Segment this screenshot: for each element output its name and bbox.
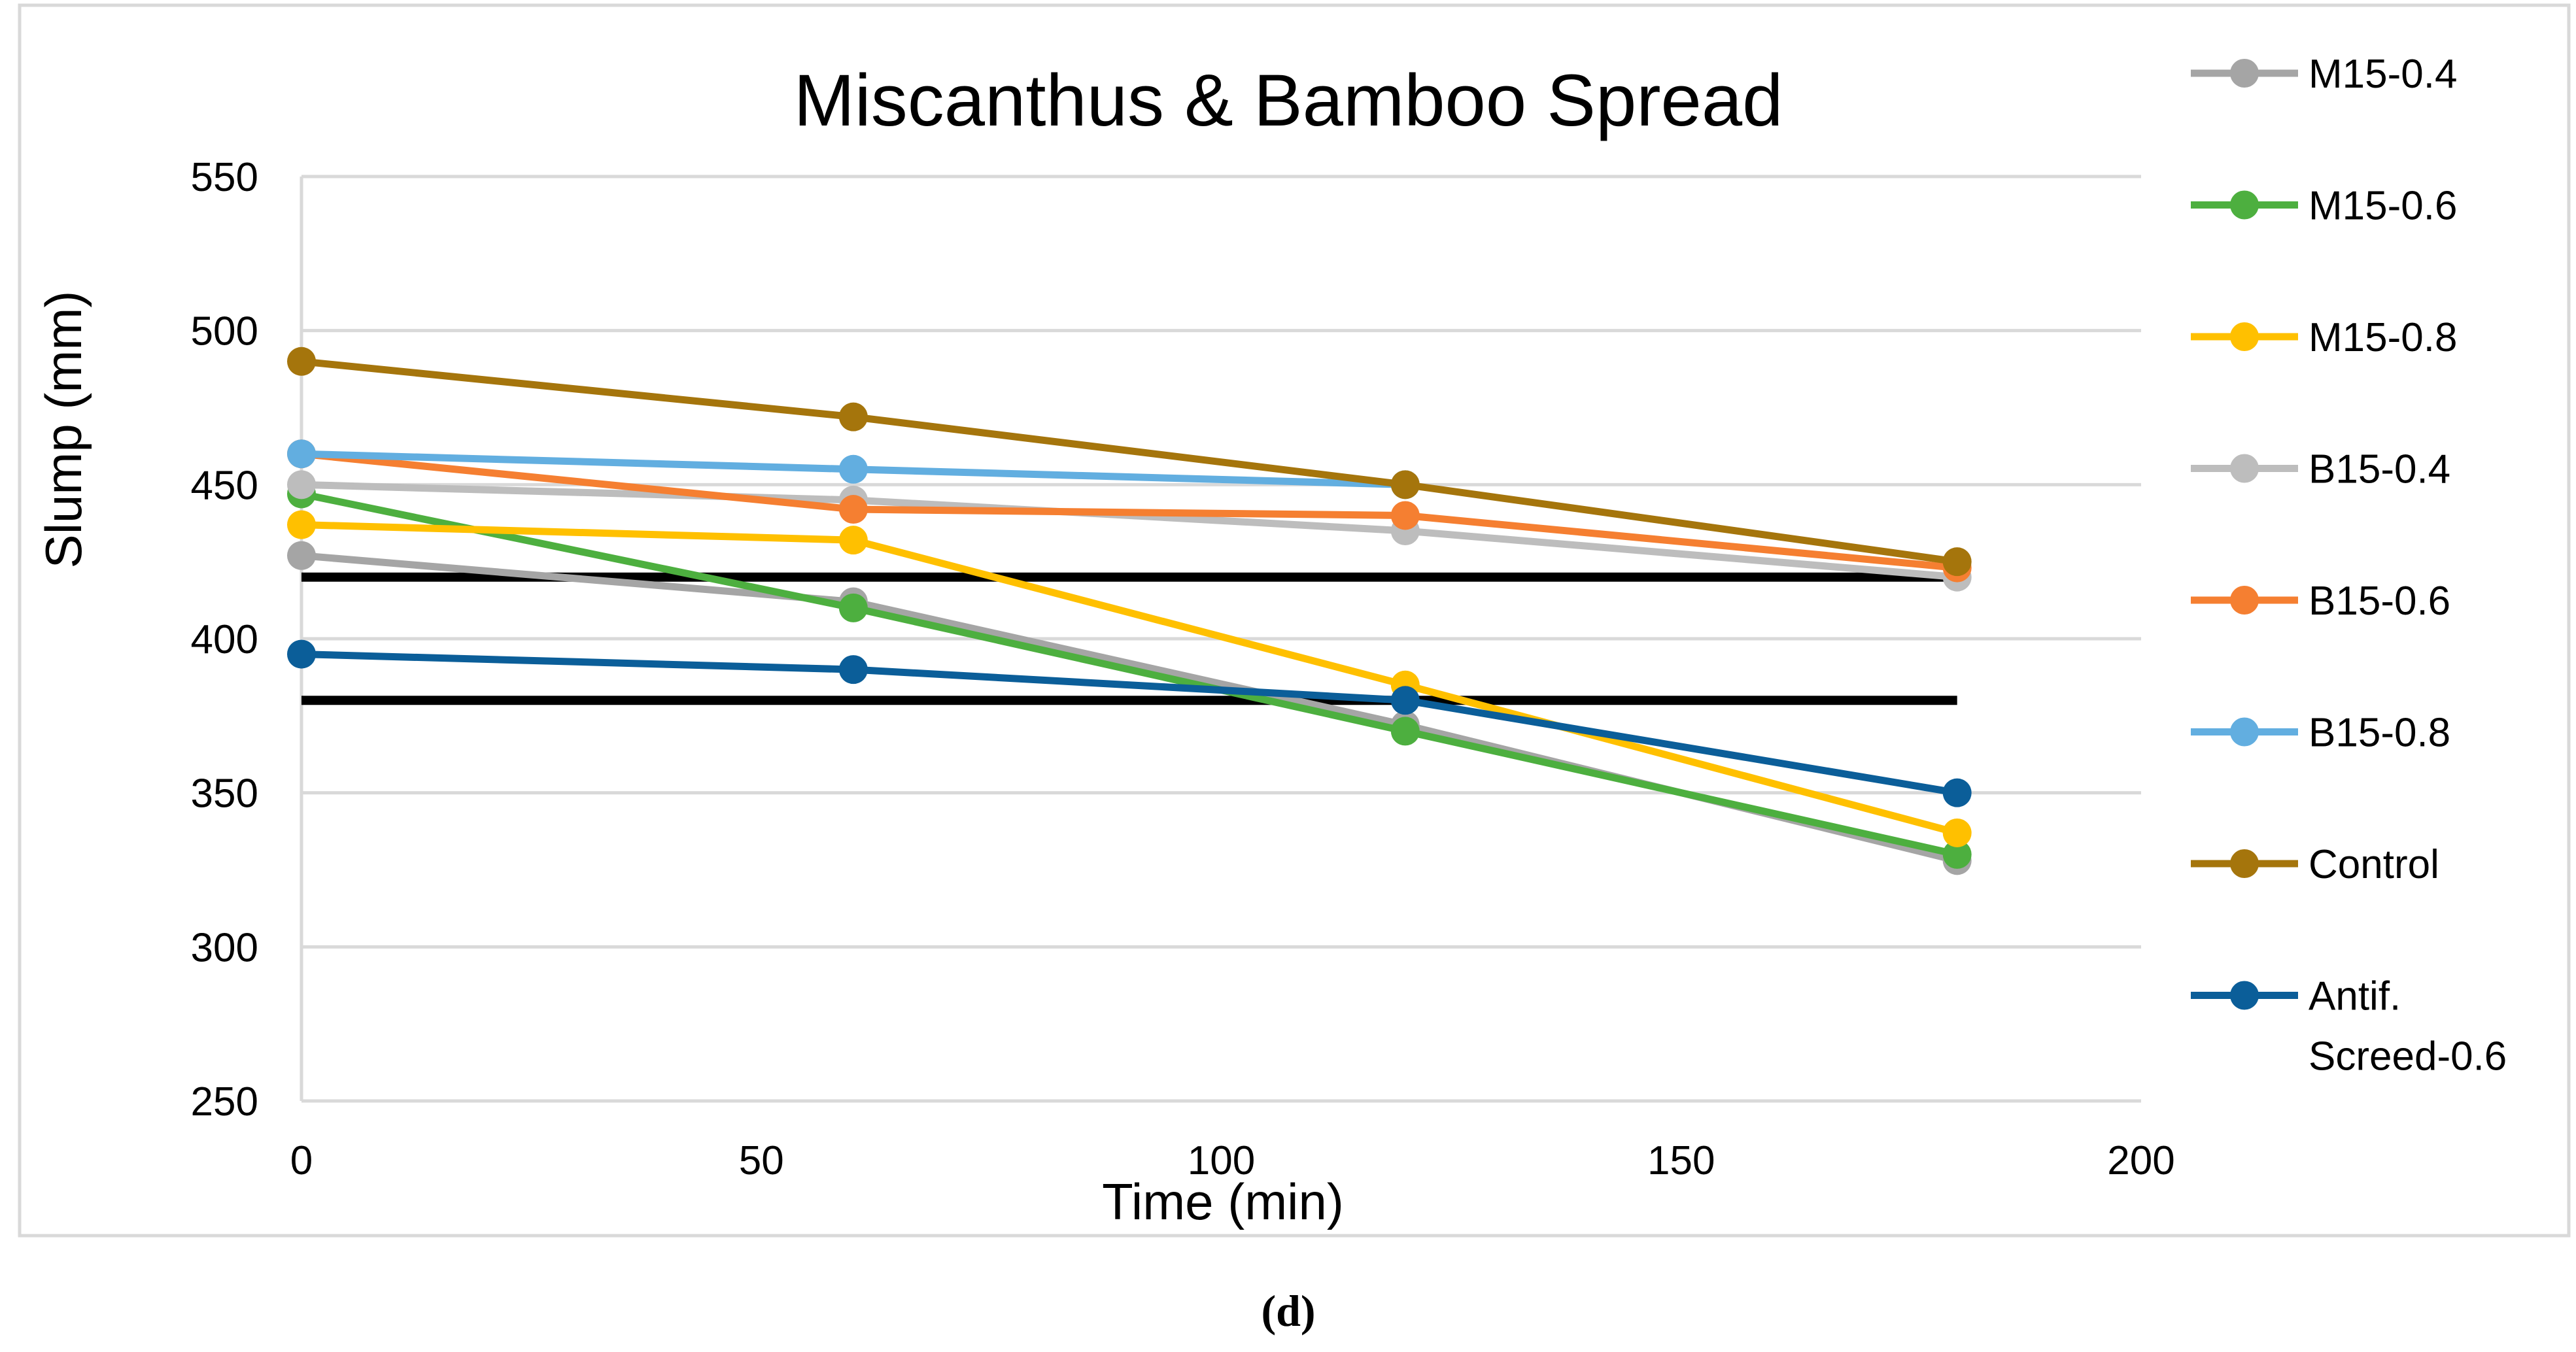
- series-line: [301, 450, 1958, 572]
- x-tick-label: 150: [1647, 1138, 1715, 1183]
- x-axis-title: Time (min): [1102, 1173, 1344, 1230]
- series-antif-screed-0-6: [287, 639, 1972, 807]
- data-point: [1390, 470, 1420, 499]
- x-tick-label: 50: [739, 1138, 784, 1183]
- legend: M15-0.4 M15-0.6 M15-0.8 B15-0.4 B15-0.6 B15-0…: [2191, 52, 2507, 1079]
- legend-item: M15-0.8: [2191, 315, 2457, 360]
- legend-label: M15-0.6: [2309, 184, 2457, 229]
- legend-item: B15-0.6: [2191, 579, 2450, 624]
- series-control: [287, 346, 1972, 577]
- legend-swatch-marker: [2230, 981, 2259, 1010]
- tick-labels: 250 300 350 400 450 500 550 0 50 100 150 200: [191, 155, 2175, 1183]
- data-point: [287, 470, 316, 499]
- legend-item: Control: [2191, 842, 2439, 887]
- y-tick-label: 550: [191, 155, 258, 200]
- chart-title: Miscanthus & Bamboo Spread: [794, 59, 1783, 141]
- legend-swatch-marker: [2230, 59, 2259, 88]
- legend-label: Antif.: [2309, 974, 2401, 1019]
- x-tick-label: 200: [2107, 1138, 2174, 1183]
- legend-label: B15-0.6: [2309, 579, 2450, 624]
- data-point: [838, 593, 868, 622]
- data-point: [1942, 818, 1972, 847]
- legend-label: M15-0.4: [2309, 52, 2457, 97]
- series-lines: [287, 346, 1972, 875]
- legend-label: B15-0.4: [2309, 447, 2450, 492]
- data-point: [1942, 839, 1972, 869]
- legend-swatch-marker: [2230, 322, 2259, 351]
- legend-label: B15-0.8: [2309, 711, 2450, 756]
- series-line: [301, 651, 1958, 797]
- legend-item: Antif. Screed-0.6: [2191, 974, 2507, 1079]
- chart-frame: [18, 3, 2571, 1238]
- data-point: [1390, 686, 1420, 715]
- legend-swatch-marker: [2230, 586, 2259, 615]
- series-m15-0-8: [287, 510, 1972, 847]
- y-tick-label: 450: [191, 463, 258, 508]
- legend-item: M15-0.4: [2191, 52, 2457, 97]
- x-tick-label: 100: [1188, 1138, 1255, 1183]
- legend-item: M15-0.6: [2191, 184, 2457, 229]
- data-point: [1390, 501, 1420, 530]
- data-point: [1942, 778, 1972, 807]
- y-tick-label: 300: [191, 925, 258, 970]
- y-tick-label: 400: [191, 617, 258, 662]
- data-point: [287, 346, 316, 376]
- y-tick-label: 350: [191, 771, 258, 817]
- series-line: [301, 521, 1959, 837]
- axes: [300, 177, 2141, 1103]
- data-point: [838, 526, 868, 555]
- data-point: [287, 639, 316, 669]
- legend-swatch-marker: [2230, 454, 2259, 483]
- data-point: [1390, 717, 1420, 746]
- legend-label: M15-0.8: [2309, 315, 2457, 360]
- legend-swatch-marker: [2230, 849, 2259, 878]
- x-tick-label: 0: [290, 1138, 313, 1183]
- figure-caption: (d): [1261, 1286, 1315, 1336]
- data-point: [838, 495, 868, 524]
- legend-item: B15-0.4: [2191, 447, 2450, 492]
- data-point: [838, 655, 868, 684]
- series-line: [300, 490, 1958, 858]
- y-tick-label: 250: [191, 1079, 258, 1124]
- series-m15-0-6: [287, 479, 1972, 869]
- y-tick-label: 500: [191, 309, 258, 354]
- data-point: [838, 402, 868, 431]
- y-axis-title: Slump (mm): [35, 291, 92, 569]
- legend-label: Control: [2309, 842, 2439, 887]
- data-point: [1942, 547, 1972, 577]
- legend-item: B15-0.8: [2191, 711, 2450, 756]
- data-point: [287, 541, 316, 570]
- data-point: [838, 454, 868, 484]
- series-line: [301, 358, 1958, 566]
- legend-swatch-marker: [2230, 717, 2259, 747]
- legend-swatch-marker: [2230, 190, 2259, 220]
- data-point: [287, 510, 316, 539]
- data-point: [287, 439, 316, 469]
- legend-label: Screed-0.6: [2309, 1034, 2507, 1079]
